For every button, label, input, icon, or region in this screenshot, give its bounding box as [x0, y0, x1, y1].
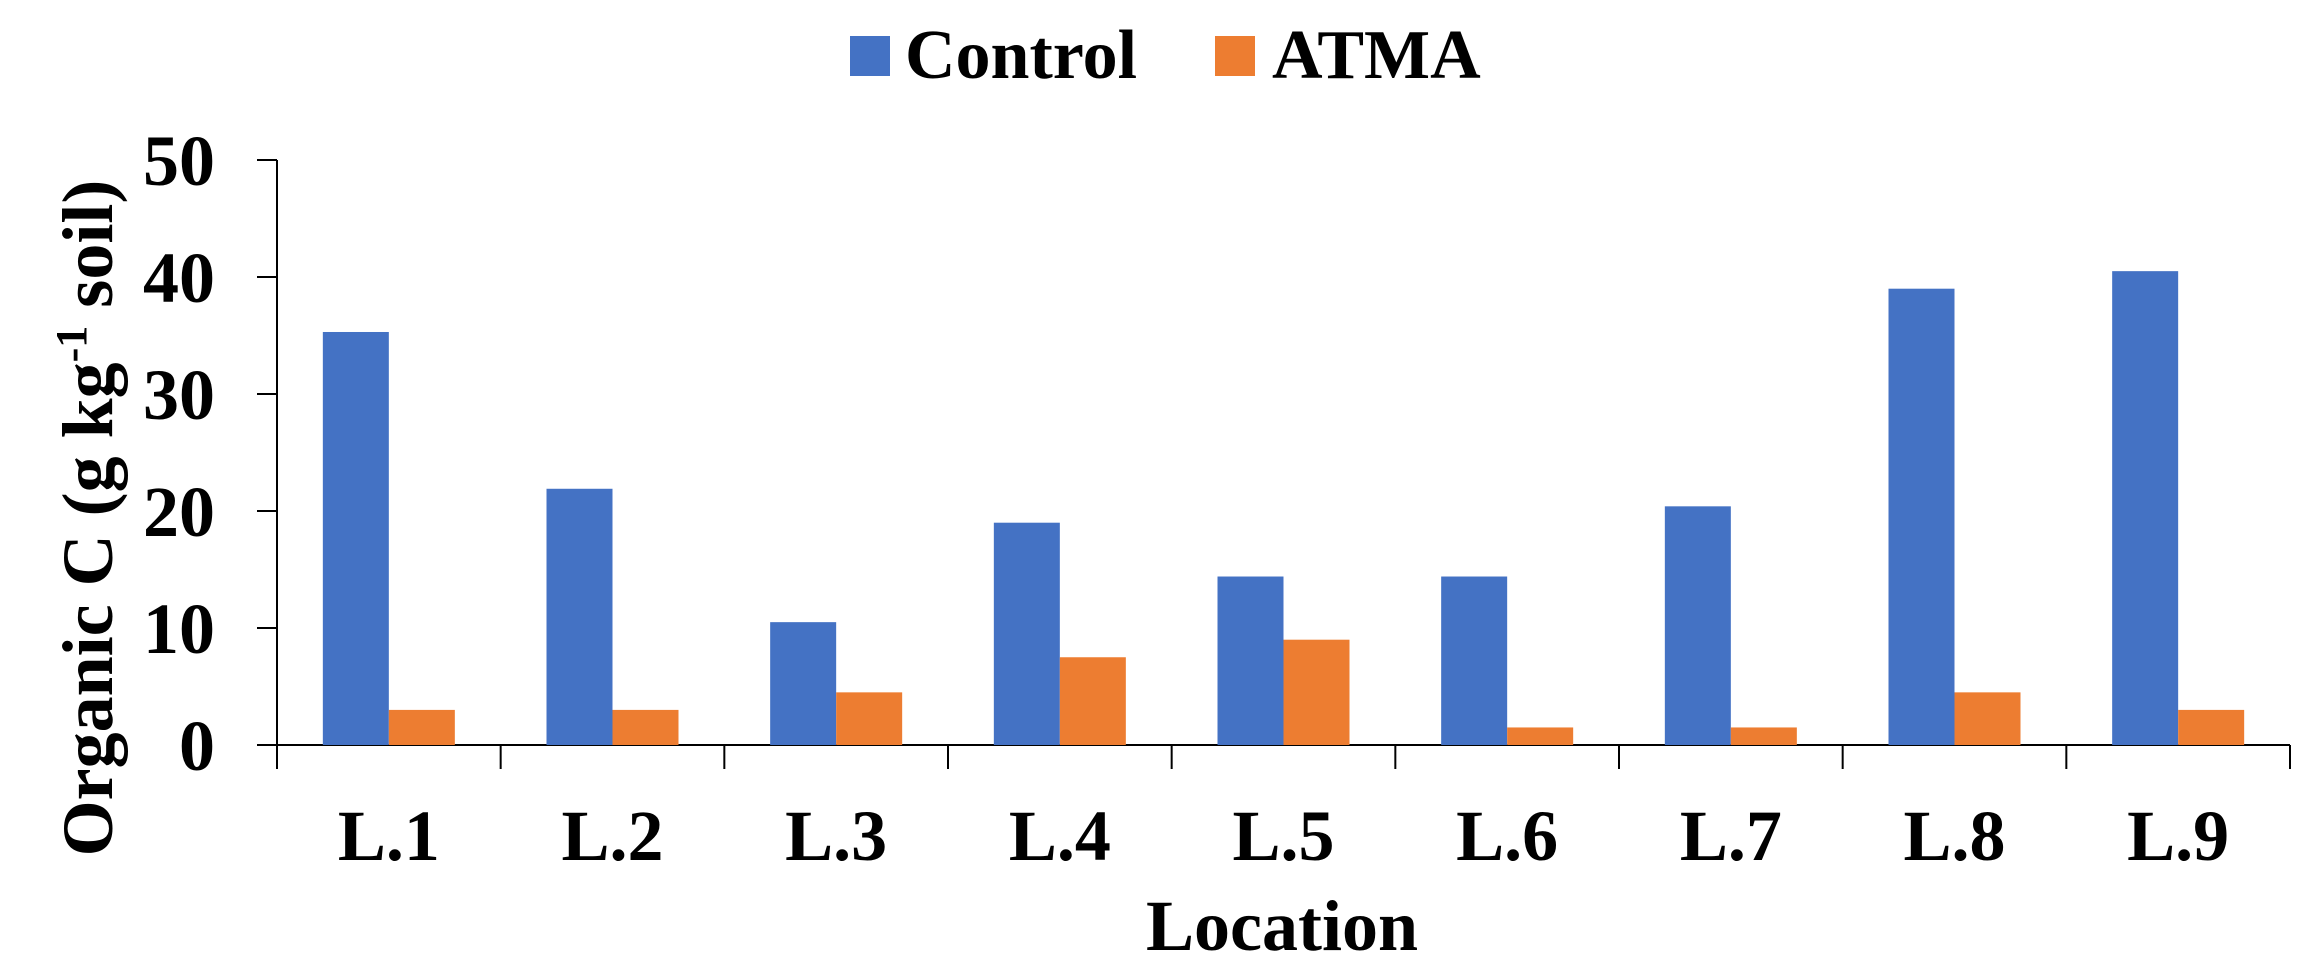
x-tick-label: L.4: [1009, 796, 1111, 876]
y-tick-label: 0: [179, 706, 215, 786]
y-axis: 0 10 20 30 40 50: [143, 121, 278, 786]
legend-swatch-control: [850, 36, 890, 76]
bar-atma-l8: [1954, 692, 2021, 745]
bar-atma-l3: [836, 692, 903, 745]
legend-label-atma: ATMA: [1272, 17, 1481, 94]
bar-atma-l7: [1730, 727, 1797, 745]
y-tick-label: 30: [143, 355, 215, 435]
x-tick-label: L.7: [1680, 796, 1782, 876]
bar-control-l2: [546, 488, 613, 745]
x-tick-label: L.9: [2127, 796, 2229, 876]
legend: Control ATMA: [850, 17, 1481, 94]
bar-control-l3: [770, 622, 837, 745]
y-tick-label: 20: [143, 472, 215, 552]
bar-atma-l2: [612, 709, 679, 745]
x-axis: L.1 L.2 L.3 L.4 L.5 L.6 L.7 L.8 L.9: [276, 744, 2291, 876]
bar-control-l5: [1217, 576, 1284, 745]
bar-control-l6: [1441, 576, 1508, 745]
bar-control-l1: [322, 331, 389, 745]
y-tick-label: 50: [143, 121, 215, 201]
x-tick-label: L.6: [1456, 796, 1558, 876]
bars: [322, 271, 2245, 745]
y-tick-label: 10: [143, 589, 215, 669]
legend-label-control: Control: [905, 17, 1137, 94]
bar-atma-l9: [2178, 709, 2245, 745]
bar-control-l8: [1888, 288, 1955, 745]
bar-atma-l5: [1283, 639, 1350, 745]
y-axis-title-main: Organic C (g kg: [48, 362, 128, 856]
bar-atma-l4: [1059, 657, 1126, 745]
x-tick-label: L.5: [1232, 796, 1334, 876]
y-axis-title-tail: soil): [48, 180, 128, 326]
legend-swatch-atma: [1215, 36, 1255, 76]
bar-control-l9: [2112, 271, 2179, 745]
x-tick-label: L.8: [1903, 796, 2005, 876]
x-axis-title: Location: [1146, 886, 1418, 966]
y-tick-label: 40: [143, 238, 215, 318]
x-tick-label: L.2: [561, 796, 663, 876]
y-axis-title-superscript: -1: [47, 326, 96, 363]
bar-control-l7: [1664, 506, 1731, 745]
y-axis-title: Organic C (g kg-1 soil): [47, 180, 128, 857]
bar-control-l4: [993, 522, 1060, 745]
x-tick-label: L.3: [785, 796, 887, 876]
bar-atma-l1: [388, 709, 455, 745]
x-tick-label: L.1: [338, 796, 440, 876]
bar-atma-l6: [1507, 727, 1574, 745]
